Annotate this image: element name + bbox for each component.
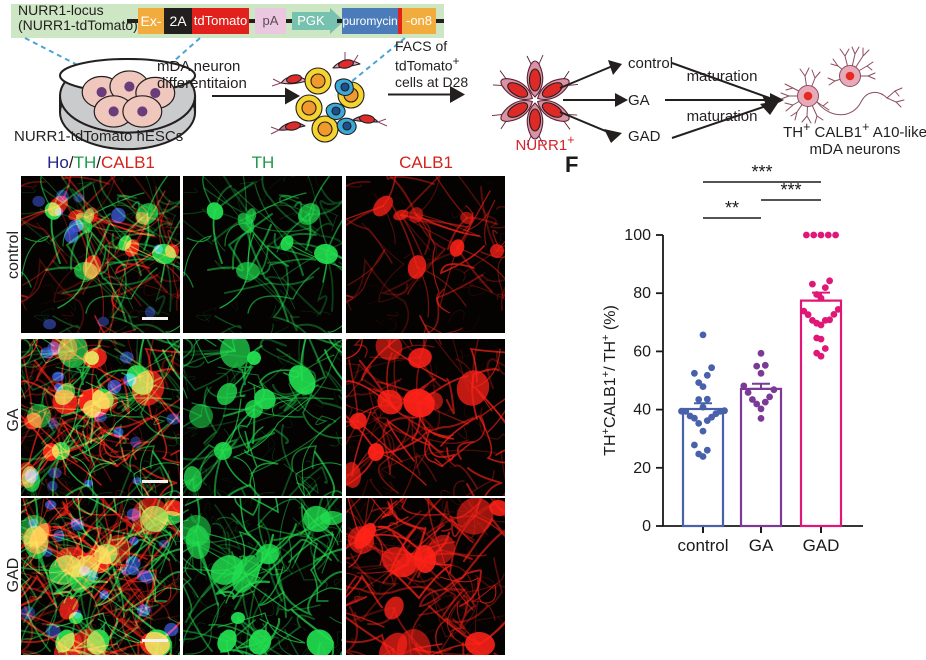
- svg-text:0: 0: [642, 518, 651, 535]
- svg-text:40: 40: [633, 402, 651, 419]
- svg-text:60: 60: [633, 343, 651, 360]
- svg-text:**: **: [725, 198, 739, 218]
- svg-text:GA: GA: [749, 536, 774, 555]
- svg-text:***: ***: [751, 162, 772, 182]
- svg-text:20: 20: [633, 460, 651, 477]
- svg-text:100: 100: [624, 227, 651, 244]
- svg-text:control: control: [677, 536, 728, 555]
- svg-text:F: F: [565, 152, 578, 177]
- svg-text:***: ***: [780, 180, 801, 200]
- svg-text:GAD: GAD: [803, 536, 840, 555]
- svg-text:80: 80: [633, 285, 651, 302]
- svg-text:TH+CALB1+/ TH+ (%): TH+CALB1+/ TH+ (%): [600, 305, 619, 456]
